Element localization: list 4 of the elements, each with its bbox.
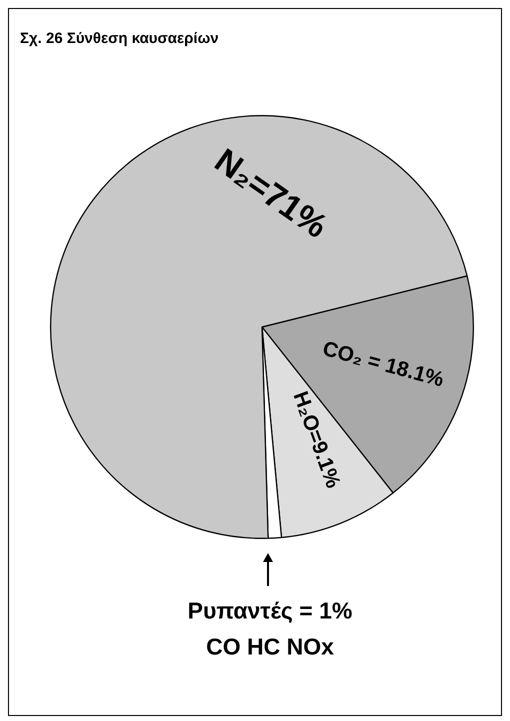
- data-label: Ρυπαντές = 1%: [188, 597, 352, 624]
- chart-title: Σχ. 26 Σύνθεση καυσαερίων: [20, 30, 219, 47]
- text: CO HC NOx: [206, 633, 334, 660]
- data-label: CO₂ = 18.1%: [320, 337, 447, 392]
